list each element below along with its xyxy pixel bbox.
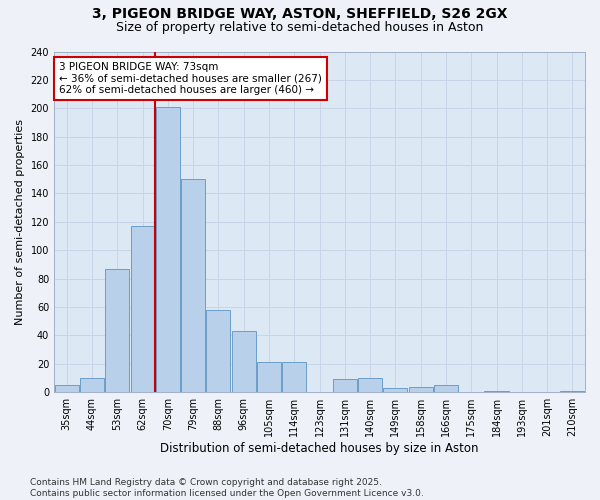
Bar [560, 391, 584, 392]
Bar [257, 362, 281, 392]
Bar [434, 385, 458, 392]
Bar [206, 310, 230, 392]
Bar [131, 226, 155, 392]
Bar [358, 378, 382, 392]
Bar [484, 391, 509, 392]
Bar [156, 107, 180, 392]
Bar [282, 362, 306, 392]
Bar [181, 180, 205, 392]
Text: 3 PIGEON BRIDGE WAY: 73sqm
← 36% of semi-detached houses are smaller (267)
62% o: 3 PIGEON BRIDGE WAY: 73sqm ← 36% of semi… [59, 62, 322, 95]
Bar [383, 388, 407, 392]
X-axis label: Distribution of semi-detached houses by size in Aston: Distribution of semi-detached houses by … [160, 442, 479, 455]
Bar [105, 268, 129, 392]
Bar [55, 385, 79, 392]
Bar [80, 378, 104, 392]
Y-axis label: Number of semi-detached properties: Number of semi-detached properties [15, 119, 25, 325]
Text: 3, PIGEON BRIDGE WAY, ASTON, SHEFFIELD, S26 2GX: 3, PIGEON BRIDGE WAY, ASTON, SHEFFIELD, … [92, 8, 508, 22]
Bar [232, 331, 256, 392]
Bar [409, 386, 433, 392]
Bar [333, 380, 357, 392]
Text: Contains HM Land Registry data © Crown copyright and database right 2025.
Contai: Contains HM Land Registry data © Crown c… [30, 478, 424, 498]
Text: Size of property relative to semi-detached houses in Aston: Size of property relative to semi-detach… [116, 21, 484, 34]
